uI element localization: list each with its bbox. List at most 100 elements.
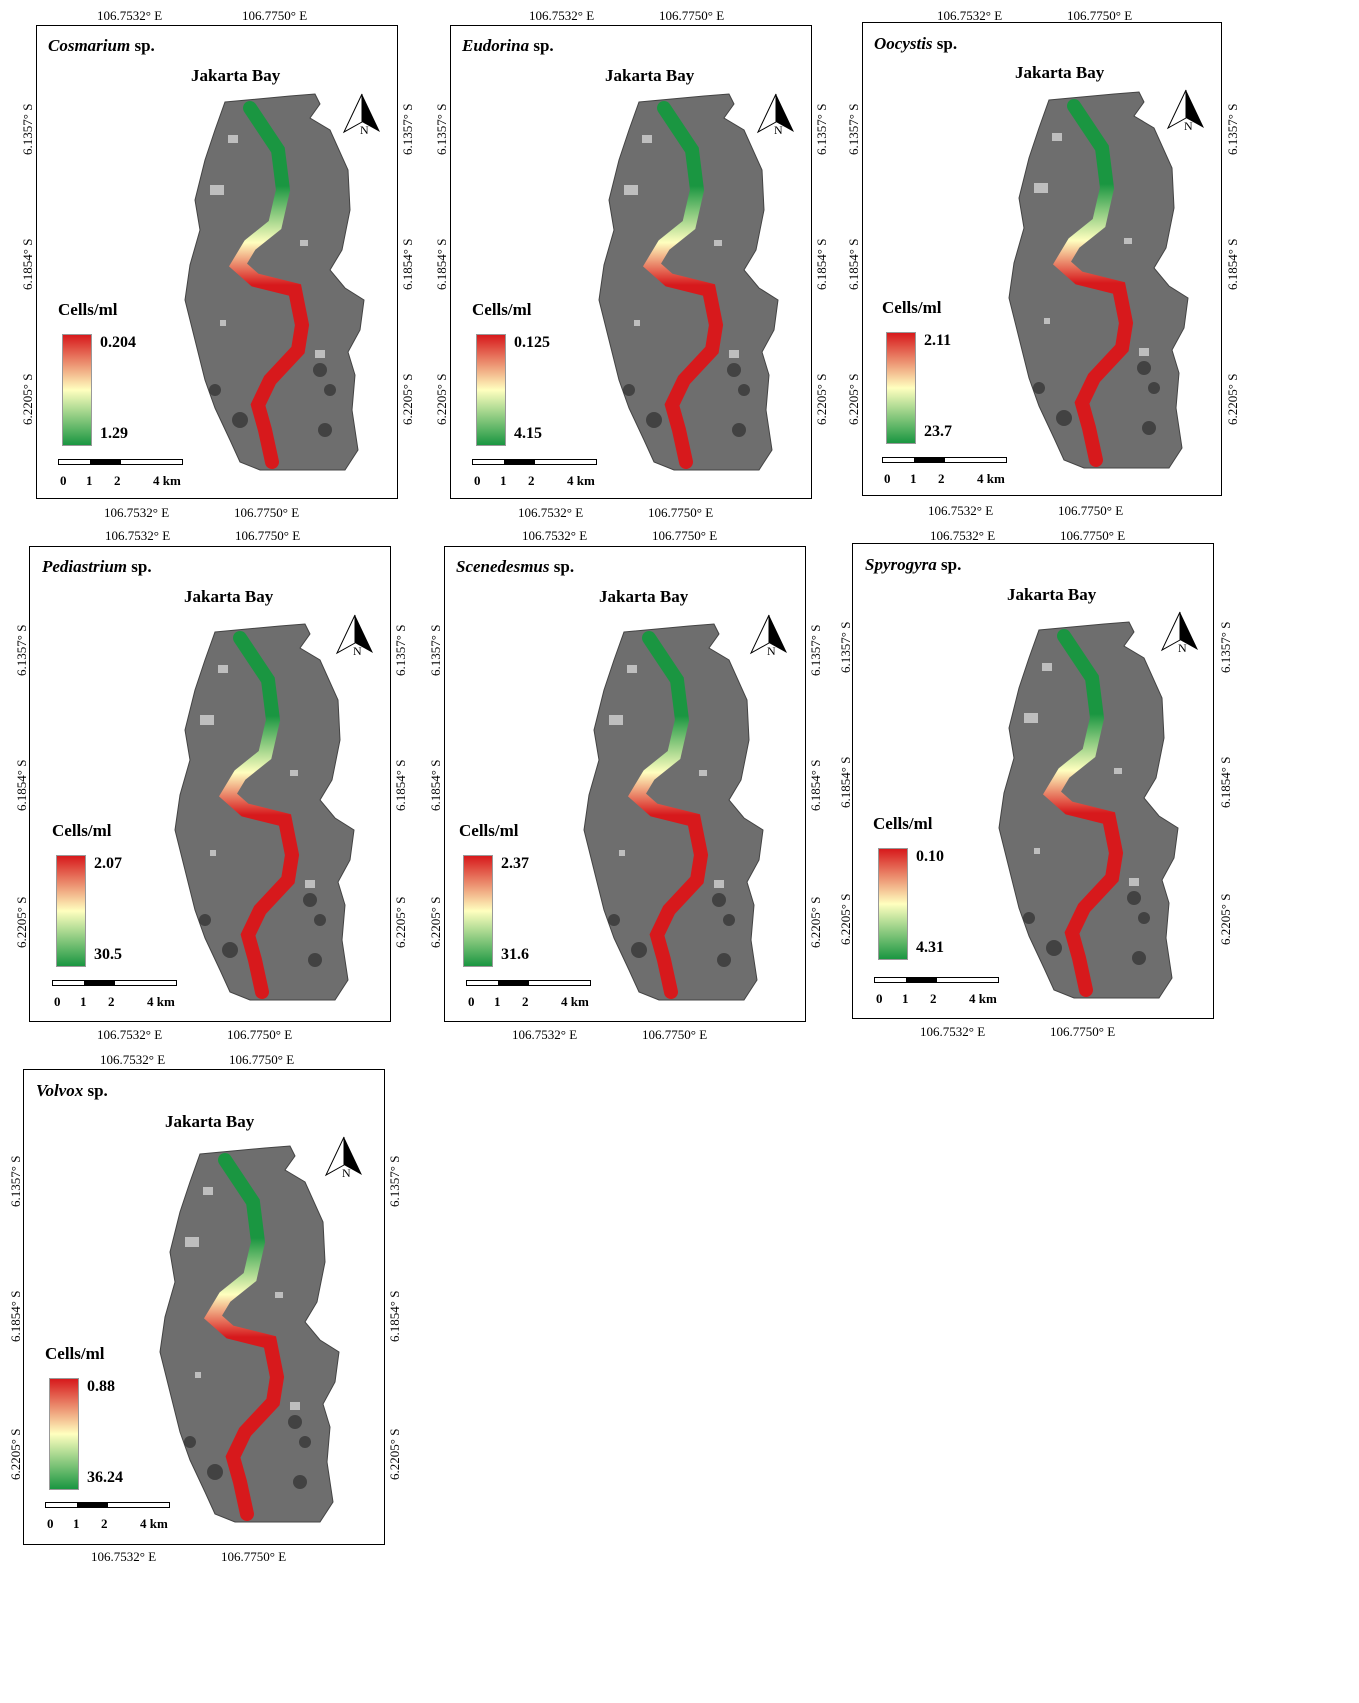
panel-title: Spyrogyra sp. <box>865 555 961 575</box>
scale-label-0: 0 <box>54 994 61 1009</box>
lat-label-top-right: 6.1357° S <box>808 624 823 676</box>
lat-label-mid-right: 6.1854° S <box>814 238 829 290</box>
species-suffix: sp. <box>87 1081 108 1100</box>
scale-label-0: 0 <box>60 473 67 488</box>
north-label: N <box>342 1166 351 1180</box>
lon-label-east-top: 106.7750° E <box>652 528 718 543</box>
lon-label-west-top: 106.7532° E <box>97 8 163 23</box>
legend-value-bottom: 4.15 <box>514 425 542 442</box>
lat-label-bottom-left: 6.2205° S <box>14 896 29 948</box>
species-suffix: sp. <box>134 36 155 55</box>
lat-label-top-right: 6.1357° S <box>393 624 408 676</box>
lon-label-west-bottom: 106.7532° E <box>91 1549 157 1564</box>
lat-label-top-right: 6.1357° S <box>1225 103 1240 155</box>
map-panel-pediastrium: 106.7532° E 106.7750° E Pediastrium sp. … <box>0 528 453 1088</box>
north-label: N <box>1178 641 1187 655</box>
north-label: N <box>360 123 369 137</box>
scale-label-4km: 4 km <box>147 994 175 1009</box>
lon-label-west-top: 106.7532° E <box>937 8 1003 23</box>
lon-label-west-top: 106.7532° E <box>529 8 595 23</box>
legend-value-bottom: 1.29 <box>100 425 128 442</box>
lat-label-mid-right: 6.1854° S <box>1218 756 1233 808</box>
legend-title: Cells/ml <box>873 814 933 833</box>
river-channel <box>1053 99 1134 467</box>
legend-value-top: 0.88 <box>87 1378 115 1395</box>
scale-label-4km: 4 km <box>567 473 595 488</box>
lat-label-top-right: 6.1357° S <box>387 1155 402 1207</box>
dark-speckle <box>199 893 326 967</box>
north-label: N <box>1184 119 1193 133</box>
bay-map <box>1008 91 1189 469</box>
panel-title: Scenedesmus sp. <box>456 557 574 577</box>
urban-speckle <box>609 665 724 888</box>
legend-title: Cells/ml <box>472 300 532 319</box>
lat-label-mid-right: 6.1854° S <box>808 759 823 811</box>
north-arrow-icon: N <box>335 614 373 658</box>
lat-label-mid-left: 6.1854° S <box>434 238 449 290</box>
dark-speckle <box>209 363 336 437</box>
lon-label-west-bottom: 106.7532° E <box>920 1024 986 1039</box>
scale-label-0: 0 <box>474 473 481 488</box>
legend-value-top: 0.10 <box>916 848 944 865</box>
map-panel-cosmarium: 106.7532° E 106.7750° E Cosmarium sp. Ja… <box>0 0 453 560</box>
scale-label-4km: 4 km <box>153 473 181 488</box>
bay-map <box>583 623 764 1001</box>
dark-speckle <box>184 1415 311 1489</box>
panel-title: Oocystis sp. <box>874 34 957 54</box>
bay-map <box>159 1145 340 1523</box>
lon-label-east-top: 106.7750° E <box>229 1052 295 1067</box>
lat-label-bottom-right: 6.2205° S <box>808 896 823 948</box>
scale-label-0: 0 <box>468 994 475 1009</box>
legend-value-top: 2.37 <box>501 855 529 872</box>
legend-title: Cells/ml <box>58 300 118 319</box>
scale-label-4km: 4 km <box>561 994 589 1009</box>
urban-speckle <box>1024 663 1139 886</box>
genus-name: Volvox <box>36 1081 84 1100</box>
legend-value-bottom: 36.24 <box>87 1469 123 1486</box>
scale-bar <box>58 459 183 465</box>
lon-label-east-top: 106.7750° E <box>659 8 725 23</box>
lat-label-top-left: 6.1357° S <box>14 624 29 676</box>
bay-map <box>184 93 365 471</box>
lon-label-east-bottom: 106.7750° E <box>1050 1024 1116 1039</box>
scale-bar <box>45 1502 170 1508</box>
legend-title: Cells/ml <box>45 1344 105 1363</box>
scale-label-1: 1 <box>80 994 87 1009</box>
lon-label-east-bottom: 106.7750° E <box>234 505 300 520</box>
bay-map <box>174 623 355 1001</box>
genus-name: Pediastrium <box>42 557 128 576</box>
legend-value-bottom: 4.31 <box>916 939 944 956</box>
lon-label-east-top: 106.7750° E <box>242 8 308 23</box>
legend-title: Cells/ml <box>459 821 519 840</box>
scale-label-1: 1 <box>494 994 501 1009</box>
lat-label-mid-left: 6.1854° S <box>14 759 29 811</box>
bay-label: Jakarta Bay <box>184 587 274 606</box>
genus-name: Scenedesmus <box>456 557 550 576</box>
lat-label-bottom-left: 6.2205° S <box>838 893 853 945</box>
lon-label-west-top: 106.7532° E <box>930 528 996 543</box>
scale-label-1: 1 <box>910 471 917 486</box>
lat-label-top-left: 6.1357° S <box>846 103 861 155</box>
scale-bar <box>874 977 999 983</box>
urban-speckle <box>624 135 739 358</box>
bay-label: Jakarta Bay <box>165 1112 255 1131</box>
legend-value-top: 2.07 <box>94 855 122 872</box>
scale-label-4km: 4 km <box>977 471 1005 486</box>
lat-label-bottom-right: 6.2205° S <box>1225 373 1240 425</box>
dark-speckle <box>623 363 750 437</box>
lon-label-east-top: 106.7750° E <box>1067 8 1133 23</box>
genus-name: Oocystis <box>874 34 933 53</box>
scale-label-2: 2 <box>114 473 121 488</box>
lon-label-east-bottom: 106.7750° E <box>227 1027 293 1042</box>
scale-label-1: 1 <box>86 473 93 488</box>
species-suffix: sp. <box>941 555 962 574</box>
lon-label-west-bottom: 106.7532° E <box>104 505 170 520</box>
lat-label-bottom-left: 6.2205° S <box>434 373 449 425</box>
legend-title: Cells/ml <box>52 821 112 840</box>
river-channel <box>219 631 300 999</box>
legend-color-ramp <box>886 332 916 444</box>
lon-label-west-top: 106.7532° E <box>105 528 171 543</box>
north-label: N <box>767 644 776 658</box>
legend-color-ramp <box>62 334 92 446</box>
map-panel-eudorina: 106.7532° E 106.7750° E Eudorina sp. Jak… <box>414 0 867 560</box>
